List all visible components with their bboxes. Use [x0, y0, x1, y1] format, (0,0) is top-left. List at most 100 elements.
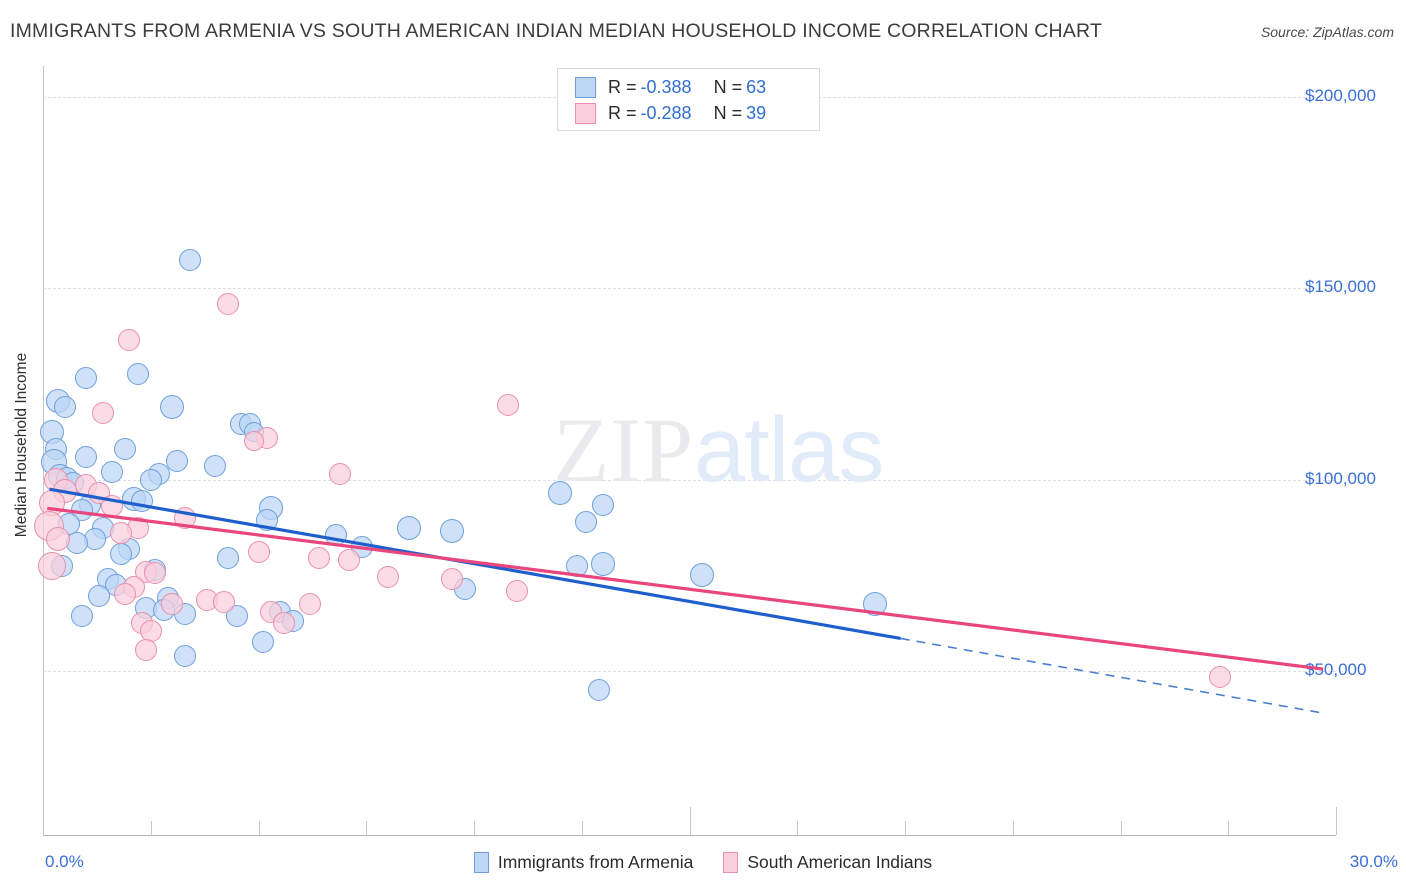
x-tick — [905, 821, 906, 835]
data-point-armenia[interactable] — [139, 468, 162, 491]
data-point-armenia[interactable] — [178, 248, 201, 271]
data-point-armenia[interactable] — [109, 543, 132, 566]
plot-area: $200,000 $150,000 $100,000 $50,000 — [34, 66, 1376, 835]
data-point-south-american[interactable] — [213, 591, 236, 614]
x-tick — [581, 821, 583, 835]
data-point-south-american[interactable] — [217, 292, 240, 315]
data-point-south-american[interactable] — [338, 549, 360, 572]
data-point-armenia[interactable] — [251, 631, 274, 654]
data-point-armenia[interactable] — [862, 592, 887, 617]
series-swatch-pink — [723, 852, 739, 873]
y-axis-title: Median Household Income — [13, 352, 30, 538]
data-point-south-american[interactable] — [376, 566, 399, 589]
data-point-armenia[interactable] — [88, 585, 111, 608]
y-tick-label: $150,000 — [1305, 277, 1376, 297]
data-point-south-american[interactable] — [506, 579, 529, 602]
data-point-armenia[interactable] — [75, 367, 98, 390]
x-tick-label-max: 30.0% — [1349, 852, 1398, 871]
x-tick — [1228, 821, 1230, 835]
data-point-south-american[interactable] — [135, 638, 158, 661]
data-point-south-american[interactable] — [299, 593, 322, 616]
data-point-south-american[interactable] — [1208, 665, 1231, 688]
gridline — [43, 479, 1336, 481]
legend-row-armenia: R = -0.388 N = 63 — [575, 74, 766, 100]
data-point-armenia[interactable] — [256, 508, 279, 531]
data-point-south-american[interactable] — [109, 522, 132, 545]
n-label-blue: N = — [713, 76, 743, 97]
legend-row-south-american: R = -0.288 N = 39 — [575, 100, 766, 126]
data-point-south-american[interactable] — [92, 401, 115, 424]
series-label-armenia: Immigrants from Armenia — [497, 852, 694, 872]
data-point-armenia[interactable] — [70, 604, 93, 627]
data-point-armenia[interactable] — [217, 547, 240, 570]
data-point-armenia[interactable] — [131, 489, 154, 512]
n-label-pink: N = — [713, 102, 743, 123]
gridline — [43, 671, 1336, 672]
data-point-armenia[interactable] — [566, 554, 589, 577]
data-point-armenia[interactable] — [165, 449, 188, 472]
y-tick-label: $50,000 — [1305, 660, 1367, 679]
data-point-armenia[interactable] — [397, 515, 422, 540]
data-point-armenia[interactable] — [53, 395, 76, 418]
data-point-south-american[interactable] — [46, 526, 71, 551]
gridline — [43, 288, 1336, 290]
x-tick — [474, 821, 475, 835]
legend-swatch-pink — [575, 102, 596, 124]
x-tick — [366, 821, 368, 835]
series-label-south-american: South American Indians — [747, 852, 933, 872]
data-point-south-american[interactable] — [329, 462, 352, 485]
data-point-south-american[interactable] — [118, 328, 141, 351]
correlation-legend: R = -0.388 N = 63 R = -0.288 N = 39 — [557, 68, 820, 131]
x-tick — [1012, 821, 1014, 835]
data-point-armenia[interactable] — [204, 455, 227, 478]
y-tick-label: $100,000 — [1305, 468, 1376, 488]
data-point-armenia[interactable] — [690, 563, 715, 588]
n-value-blue: 63 — [746, 76, 767, 97]
data-point-armenia[interactable] — [75, 445, 98, 468]
data-point-armenia[interactable] — [113, 438, 136, 461]
x-tick — [689, 807, 691, 835]
x-tick — [1120, 821, 1122, 835]
data-point-armenia[interactable] — [160, 394, 185, 419]
data-point-armenia[interactable] — [174, 644, 197, 667]
data-point-south-american[interactable] — [244, 431, 265, 452]
data-point-armenia[interactable] — [591, 551, 616, 576]
series-legend-item-armenia[interactable]: Immigrants from Armenia — [473, 852, 694, 873]
x-tick — [797, 821, 799, 835]
data-point-south-american[interactable] — [100, 495, 123, 518]
data-point-armenia[interactable] — [440, 519, 465, 544]
data-point-armenia[interactable] — [592, 493, 615, 516]
data-point-armenia[interactable] — [325, 524, 348, 547]
x-tick — [258, 821, 260, 835]
r-label-pink: R = — [608, 102, 637, 123]
data-point-armenia[interactable] — [548, 481, 573, 506]
data-point-armenia[interactable] — [126, 363, 149, 386]
data-point-south-american[interactable] — [307, 547, 330, 570]
n-value-pink: 39 — [746, 102, 767, 123]
data-point-armenia[interactable] — [66, 531, 89, 554]
x-tick — [1336, 807, 1337, 835]
series-legend: Immigrants from Armenia South American I… — [0, 852, 1406, 873]
source-label: Source: ZipAtlas.com — [1260, 24, 1394, 40]
data-point-armenia[interactable] — [575, 510, 598, 533]
data-point-south-american[interactable] — [144, 562, 167, 585]
r-value-pink: -0.288 — [640, 102, 692, 123]
data-point-armenia[interactable] — [587, 679, 610, 702]
series-swatch-blue — [473, 852, 489, 873]
x-tick — [150, 821, 152, 835]
y-axis-line — [43, 66, 44, 835]
r-value-blue: -0.388 — [640, 76, 692, 97]
data-point-south-american[interactable] — [37, 551, 66, 580]
x-tick-label-min: 0.0% — [45, 852, 84, 871]
data-point-south-american[interactable] — [497, 394, 520, 417]
data-point-south-american[interactable] — [113, 583, 136, 606]
x-axis-line — [43, 835, 1336, 836]
data-point-south-american[interactable] — [174, 506, 197, 529]
y-tick-label: $200,000 — [1305, 86, 1376, 105]
series-legend-item-south-american[interactable]: South American Indians — [723, 852, 932, 873]
legend-swatch-blue — [575, 76, 596, 98]
data-point-south-american[interactable] — [247, 541, 270, 564]
r-label-blue: R = — [608, 76, 637, 97]
data-point-armenia[interactable] — [100, 461, 123, 483]
